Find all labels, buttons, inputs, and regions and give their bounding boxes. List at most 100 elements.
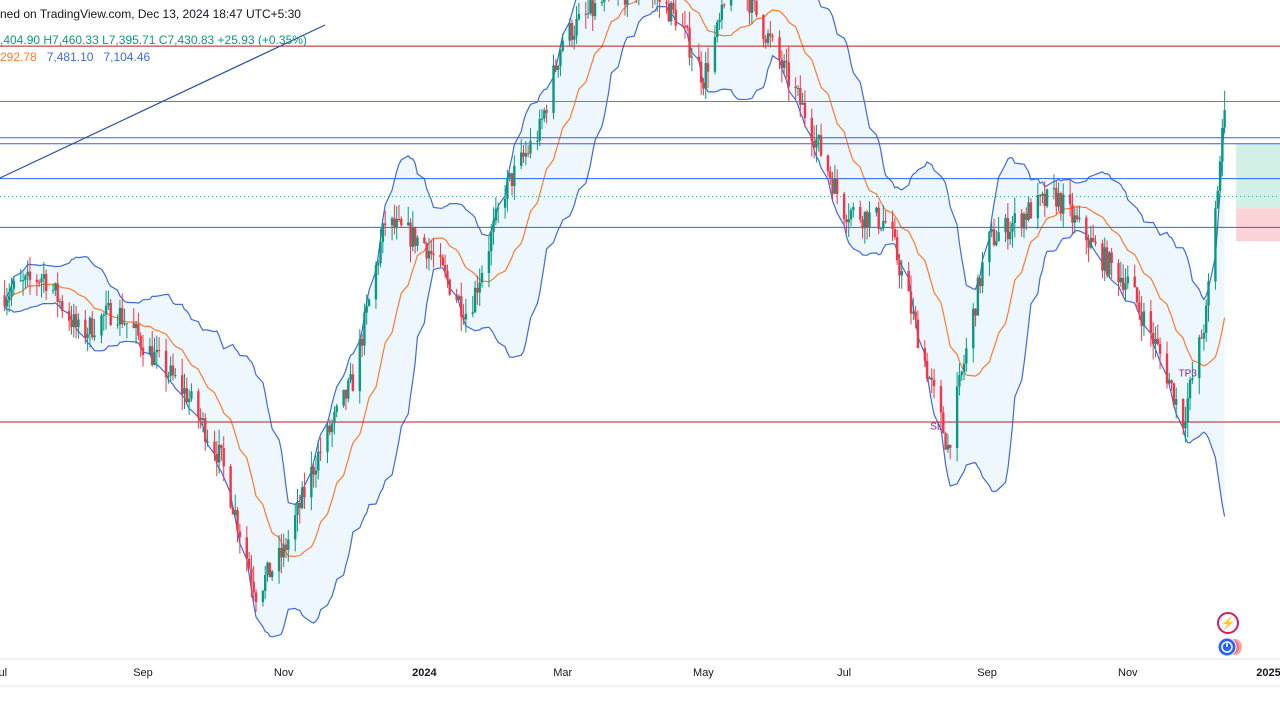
candle bbox=[217, 429, 221, 474]
candle bbox=[326, 421, 329, 464]
candle bbox=[981, 251, 984, 293]
candle-body bbox=[494, 208, 498, 221]
candle bbox=[1022, 211, 1026, 239]
candle bbox=[1218, 155, 1222, 198]
candle bbox=[988, 231, 991, 276]
candle bbox=[187, 389, 191, 415]
candle bbox=[342, 389, 345, 408]
candle bbox=[520, 139, 523, 170]
candle-body bbox=[716, 22, 719, 37]
candle-body bbox=[1075, 215, 1079, 220]
candle bbox=[169, 356, 172, 382]
candle-body bbox=[891, 221, 894, 230]
candle-body bbox=[344, 389, 348, 399]
candle bbox=[183, 373, 186, 410]
candle bbox=[171, 353, 175, 381]
candle-body bbox=[365, 305, 368, 313]
candle-body bbox=[1029, 202, 1033, 219]
candle bbox=[593, 0, 597, 21]
candle bbox=[213, 430, 216, 462]
candle bbox=[151, 331, 154, 368]
candle bbox=[439, 243, 442, 268]
candle-body bbox=[231, 507, 235, 515]
candle bbox=[1124, 268, 1127, 301]
candle-body bbox=[755, 0, 758, 16]
candle-body bbox=[570, 22, 574, 40]
candle-body bbox=[868, 212, 871, 228]
candle-body bbox=[300, 487, 304, 508]
candle bbox=[1158, 337, 1162, 370]
candle bbox=[174, 368, 177, 379]
candle bbox=[891, 210, 894, 242]
candle bbox=[300, 481, 304, 510]
candle bbox=[280, 533, 283, 574]
candle-body bbox=[88, 317, 92, 335]
candle bbox=[100, 313, 103, 344]
candle-body bbox=[487, 251, 491, 273]
candle bbox=[411, 211, 415, 252]
candle bbox=[1062, 183, 1065, 228]
candle bbox=[234, 494, 237, 518]
clock-icon[interactable] bbox=[1216, 636, 1242, 658]
candle-body bbox=[900, 270, 903, 276]
candle-body bbox=[314, 470, 318, 475]
candle bbox=[522, 144, 525, 163]
band-fill bbox=[4, 0, 1225, 637]
candle-body bbox=[884, 221, 887, 223]
candle bbox=[847, 203, 850, 237]
candle-body bbox=[1004, 217, 1007, 233]
candle bbox=[965, 337, 968, 372]
candle bbox=[780, 50, 784, 83]
candle bbox=[750, 0, 754, 25]
candle-body bbox=[26, 271, 29, 276]
candle-body bbox=[603, 0, 606, 2]
candle bbox=[1013, 197, 1016, 238]
candle bbox=[492, 207, 495, 245]
candle bbox=[61, 295, 64, 318]
candle-body bbox=[914, 311, 917, 320]
candle-body bbox=[852, 207, 855, 211]
bb-lower-value: 7,104.46 bbox=[103, 50, 151, 64]
candle bbox=[185, 377, 189, 405]
candles bbox=[3, 0, 1226, 612]
candle bbox=[312, 463, 315, 488]
candle bbox=[1142, 302, 1146, 336]
candle-body bbox=[847, 219, 850, 223]
candle bbox=[600, 0, 604, 7]
candle-body bbox=[988, 231, 991, 263]
candle-body bbox=[107, 303, 110, 306]
candle-body bbox=[213, 441, 216, 454]
candle bbox=[1221, 119, 1224, 177]
candle bbox=[508, 172, 511, 182]
candle bbox=[443, 254, 447, 279]
candle-body bbox=[222, 448, 225, 467]
candle-body bbox=[978, 278, 982, 287]
candle bbox=[296, 488, 299, 532]
candle-body bbox=[812, 141, 816, 148]
candle-body bbox=[132, 323, 135, 328]
candle-body bbox=[1186, 398, 1189, 422]
candle bbox=[121, 293, 124, 328]
candle bbox=[690, 48, 694, 72]
candle bbox=[764, 35, 767, 49]
candle-body bbox=[799, 88, 802, 105]
candle-body bbox=[1170, 380, 1173, 384]
candle bbox=[155, 335, 159, 369]
candle-body bbox=[220, 444, 223, 449]
candle-body bbox=[683, 25, 687, 27]
candle-body bbox=[771, 36, 774, 38]
candle bbox=[845, 214, 848, 234]
candle bbox=[153, 337, 156, 366]
candle-body bbox=[796, 88, 800, 90]
candle bbox=[1126, 265, 1129, 289]
candle bbox=[974, 308, 977, 327]
candle-body bbox=[600, 1, 604, 4]
candle bbox=[1200, 329, 1203, 340]
candle bbox=[367, 297, 371, 307]
pulse-icon[interactable]: ⚡ bbox=[1217, 612, 1239, 634]
candle-body bbox=[681, 25, 684, 27]
candle-body bbox=[794, 86, 797, 89]
candle-body bbox=[287, 539, 290, 550]
candle-body bbox=[1200, 337, 1203, 339]
